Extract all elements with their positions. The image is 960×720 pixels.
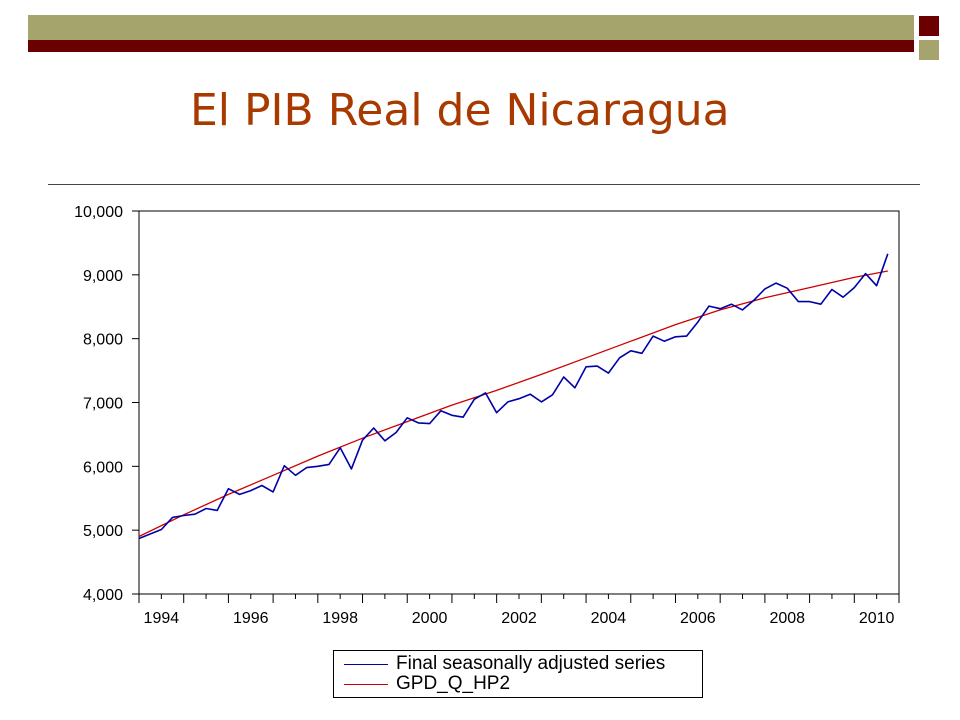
x-tick-label: 2006: [680, 610, 716, 627]
x-tick-label: 1996: [233, 610, 269, 627]
x-tick-label: 1994: [144, 610, 180, 627]
x-tick-label: 2002: [501, 610, 537, 627]
series-line-hp-trend: [138, 270, 888, 538]
header-band-maroon: [28, 40, 914, 52]
corner-square-olive: [919, 40, 939, 60]
y-tick-label: 5,000: [83, 523, 123, 540]
title-divider: [48, 184, 920, 185]
x-tick-label: 2008: [769, 610, 805, 627]
x-tick-label: 1998: [322, 610, 358, 627]
chart-legend: Final seasonally adjusted series GPD_Q_H…: [333, 650, 703, 698]
slide-title: El PIB Real de Nicaragua: [190, 85, 730, 136]
y-tick-label: 9,000: [83, 268, 123, 285]
y-tick-label: 4,000: [83, 587, 123, 604]
x-tick-label: 2004: [591, 610, 627, 627]
legend-item-hp-trend: GPD_Q_HP2: [344, 673, 511, 694]
series-line-adjusted: [138, 253, 889, 540]
y-tick-label: 7,000: [83, 396, 123, 413]
y-tick-label: 10,000: [74, 204, 123, 221]
legend-label-hp-trend: GPD_Q_HP2: [396, 673, 511, 694]
legend-label-adjusted: Final seasonally adjusted series: [396, 653, 666, 674]
legend-item-adjusted: Final seasonally adjusted series: [344, 653, 666, 674]
x-tick-label: 2000: [412, 610, 448, 627]
x-tick-label: 2010: [859, 610, 895, 627]
legend-swatch-hp-trend: [344, 683, 388, 685]
header-band-olive: [28, 15, 914, 40]
y-tick-label: 8,000: [83, 332, 123, 349]
y-tick-label: 6,000: [83, 459, 123, 476]
corner-square-maroon: [919, 16, 939, 36]
legend-swatch-adjusted: [344, 663, 388, 665]
plot-frame: [138, 210, 900, 595]
